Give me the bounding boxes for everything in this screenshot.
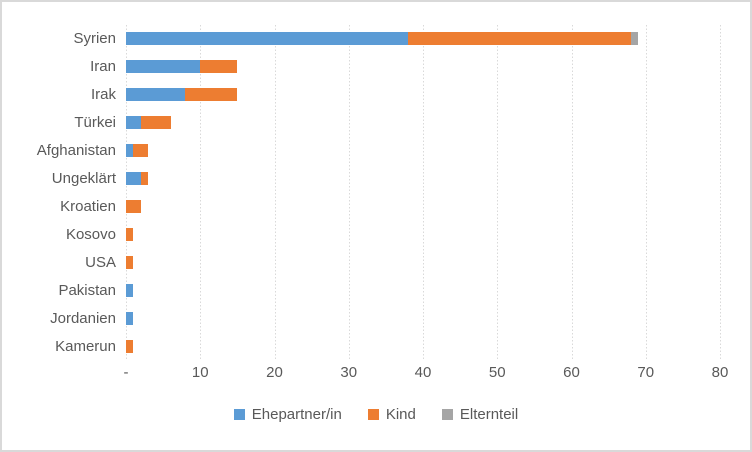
bar-row bbox=[126, 25, 720, 53]
category-label: Jordanien bbox=[50, 309, 116, 327]
bar-segment-ehepartner-in bbox=[126, 60, 201, 74]
bar-segment-kind bbox=[126, 227, 134, 241]
bar-row bbox=[126, 248, 720, 276]
category-axis: Syrien Iran Irak Türkei Afghanistan Ungeklärt… bbox=[2, 25, 116, 360]
legend-swatch-icon bbox=[233, 409, 245, 420]
gridline bbox=[423, 25, 424, 360]
legend-swatch-icon bbox=[367, 409, 379, 420]
bar-row bbox=[126, 165, 720, 193]
gridline bbox=[126, 25, 127, 360]
bar-segment-kind bbox=[140, 116, 171, 130]
x-tick-label: 50 bbox=[488, 364, 506, 381]
bar-row bbox=[126, 276, 720, 304]
bar-segment-kind bbox=[126, 199, 141, 213]
bar-segment-ehepartner-in bbox=[126, 116, 141, 130]
bar-segment-ehepartner-in bbox=[126, 172, 141, 186]
category-label: Pakistan bbox=[58, 281, 116, 299]
category-label: Iran bbox=[90, 58, 116, 76]
legend-item-elternteil: Elternteil bbox=[441, 406, 519, 423]
gridline bbox=[200, 25, 202, 360]
bar-row bbox=[126, 109, 720, 137]
bar-row bbox=[126, 193, 720, 221]
category-label: Irak bbox=[90, 86, 116, 104]
value-axis: - 10 20 30 40 50 60 70 80 bbox=[2, 364, 750, 384]
category-label: Syrien bbox=[73, 30, 116, 48]
legend: Ehepartner/in Kind Elternteil bbox=[2, 406, 750, 423]
legend-item-kind: Kind bbox=[367, 406, 416, 423]
bar-row bbox=[126, 53, 720, 81]
bar-segment-kind bbox=[140, 172, 149, 186]
legend-label: Kind bbox=[385, 406, 416, 423]
bar-segment-ehepartner-in bbox=[126, 311, 134, 325]
legend-label: Elternteil bbox=[459, 406, 519, 423]
x-tick-label: 10 bbox=[191, 364, 209, 381]
gridline bbox=[497, 25, 499, 360]
x-tick-label: 60 bbox=[563, 364, 580, 381]
category-label: Afghanistan bbox=[36, 142, 116, 160]
bar-row bbox=[126, 137, 720, 165]
x-tick-label: 20 bbox=[266, 364, 283, 381]
gridline bbox=[645, 25, 647, 360]
bar-row bbox=[126, 332, 720, 360]
bar-segment-kind bbox=[185, 88, 238, 102]
bar-segment-kind bbox=[408, 32, 631, 46]
bar-segment-ehepartner-in bbox=[126, 283, 134, 297]
bar-row bbox=[126, 304, 720, 332]
x-tick-label: 80 bbox=[711, 364, 729, 381]
category-label: Ungeklärt bbox=[51, 170, 116, 188]
bar-segment-ehepartner-in bbox=[126, 88, 186, 102]
x-tick-label: - bbox=[123, 364, 129, 381]
legend-item-ehepartner-in: Ehepartner/in bbox=[233, 406, 342, 423]
x-tick-label: 40 bbox=[414, 364, 432, 381]
bar-rows bbox=[126, 25, 720, 360]
plot-area bbox=[126, 25, 721, 360]
category-label: Türkei bbox=[74, 114, 116, 132]
bar-segment-elternteil bbox=[630, 32, 639, 46]
gridline bbox=[274, 25, 276, 360]
bar-row bbox=[126, 220, 720, 248]
gridline bbox=[348, 25, 350, 360]
category-label: Kamerun bbox=[55, 337, 116, 355]
category-label: Kosovo bbox=[65, 225, 116, 243]
bar-row bbox=[126, 81, 720, 109]
bar-segment-ehepartner-in bbox=[126, 144, 134, 158]
x-tick-label: 30 bbox=[340, 364, 358, 381]
category-label: USA bbox=[85, 253, 116, 271]
bar-segment-kind bbox=[126, 255, 134, 269]
bar-segment-kind bbox=[200, 60, 238, 74]
legend-swatch-icon bbox=[441, 409, 453, 420]
category-label: Kroatien bbox=[60, 197, 116, 215]
legend-label: Ehepartner/in bbox=[251, 406, 342, 423]
gridline bbox=[571, 25, 573, 360]
x-tick-label: 70 bbox=[637, 364, 655, 381]
bar-segment-ehepartner-in bbox=[126, 32, 409, 46]
bar-segment-kind bbox=[133, 144, 149, 158]
bar-segment-kind bbox=[126, 339, 134, 353]
gridline bbox=[720, 25, 721, 360]
